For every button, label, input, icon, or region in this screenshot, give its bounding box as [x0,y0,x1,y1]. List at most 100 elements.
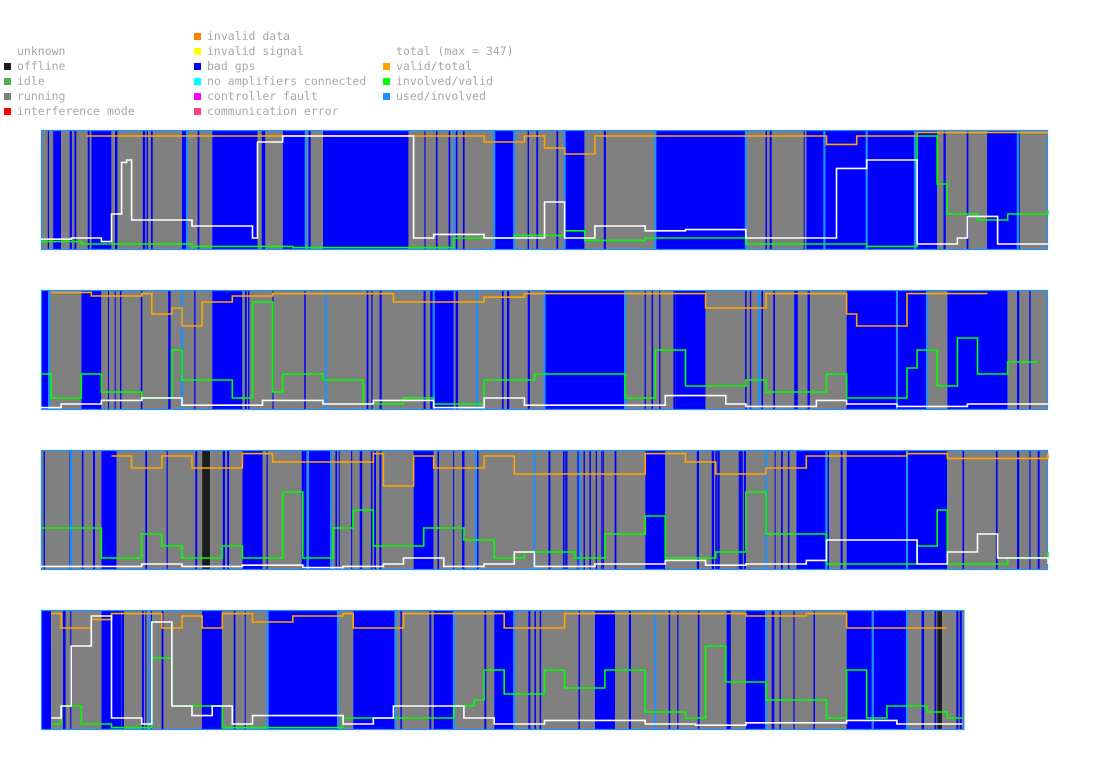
legend-label: involved/valid [396,74,493,88]
state-interval [408,130,454,250]
state-interval [584,130,656,250]
total-line [41,533,1049,569]
used-involved-frame [40,609,150,731]
used-involved-frame [149,609,268,731]
involved-valid-line [41,491,1049,565]
valid-total-line [86,131,1048,155]
state-interval [338,610,354,730]
legend-label: no amplifiers connected [207,74,367,88]
legend-label: bad gps [207,59,256,73]
legend-item-used-involved: used/involved [383,89,514,104]
bad-gps-stripe [793,610,795,730]
bad-gps-stripe [603,130,606,250]
bad-gps-stripe [429,610,432,730]
bad-gps-stripe [807,290,810,410]
bad-gps-stripe [995,450,999,570]
legend-label: idle [17,74,45,88]
bad-gps-stripe [120,290,122,410]
used-involved-frame [906,609,965,731]
legend-label: offline [17,59,66,73]
legend-item-total: total (max = 347) [396,44,514,59]
bad-gps-stripe [400,610,402,730]
legend-item-no-amplifiers: no amplifiers connected [194,74,367,89]
state-interval [242,450,263,570]
legend-item-running: running [4,89,135,104]
state-interval [212,130,258,250]
involved-valid-line [41,301,1038,405]
state-interval [242,290,326,410]
legend-status: unknown offline idle running interferenc… [4,44,135,119]
bad-gps-stripe [534,610,536,730]
bad-gps-stripe [74,130,77,250]
state-interval [476,450,535,570]
bad-gps-stripe [462,450,465,570]
bad-gps-stripe [715,450,717,570]
bad-gps-stripe [527,290,530,410]
legend-swatch [194,78,201,85]
used-involved-frame [338,609,396,731]
used-involved-frame [544,289,626,411]
state-interval [53,130,62,250]
bad-gps-stripe [696,450,699,570]
bad-gps-stripe [726,610,730,730]
bad-gps-stripe [476,450,479,570]
bad-gps-stripe [966,130,969,250]
involved-valid-line [41,135,1049,249]
bad-gps-stripe [424,130,426,250]
bad-gps-stripe [69,130,72,250]
total-line [51,615,963,726]
timeline-row [40,129,1049,251]
bad-gps-stripe [338,450,340,570]
state-interval [872,610,907,730]
bad-gps-stripe [81,450,84,570]
bad-gps-stripe [379,290,382,410]
involved-valid-line [51,645,963,729]
bad-gps-stripe [263,130,266,250]
bad-gps-stripe [161,610,164,730]
state-interval [91,130,112,250]
state-interval [942,610,965,730]
bad-gps-stripe [771,610,773,730]
state-interval [182,290,213,410]
bad-gps-stripe [536,130,539,250]
bad-gps-stripe [743,450,746,570]
bad-gps-stripe [697,610,700,730]
state-interval [71,450,102,570]
state-interval [202,610,223,730]
legend-item-idle: idle [4,74,135,89]
state-interval [41,130,54,250]
used-involved-frame [494,129,515,251]
bad-gps-stripe [501,290,504,410]
legend-label: invalid data [207,29,291,43]
state-interval [353,610,396,730]
bad-gps-stripe [121,610,124,730]
bad-gps-stripe [351,450,353,570]
state-interval [413,450,434,570]
state-interval [846,450,907,570]
used-involved-frame [1017,129,1049,251]
used-involved-frame [765,609,873,731]
legend-swatch [4,108,11,115]
bad-gps-stripe [151,130,153,250]
used-involved-frame [71,449,308,571]
bad-gps-stripe [304,290,306,410]
bad-gps-stripe [140,290,142,410]
bad-gps-stripe [108,290,109,410]
bad-gps-stripe [437,450,439,570]
total-line [41,135,1048,245]
valid-total-line [51,291,988,327]
legend-item-bad-gps: bad gps [194,59,366,74]
bad-gps-stripe [194,290,196,410]
state-interval [267,610,339,730]
bad-gps-stripe [233,610,236,730]
bad-gps-stripe [145,450,148,570]
bad-gps-stripe [335,450,338,570]
state-interval [433,610,454,730]
bad-gps-stripe [773,290,775,410]
bad-gps-stripe [826,450,829,570]
state-interval [915,130,938,250]
legend-swatch [383,93,390,100]
bad-gps-stripe [779,610,781,730]
state-interval [41,290,50,410]
state-interval [947,450,998,570]
